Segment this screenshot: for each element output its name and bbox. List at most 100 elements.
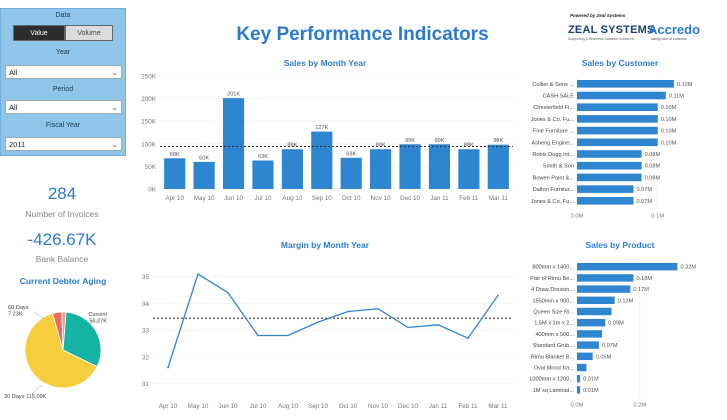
period-select[interactable]: All ⌄ bbox=[5, 100, 122, 114]
category-label: Oval Mirror fra... bbox=[534, 366, 575, 372]
bar bbox=[577, 263, 678, 271]
data-label: 69K bbox=[346, 151, 356, 157]
pie-slice bbox=[61, 311, 67, 351]
filter-panel: Data Value Volume Year All ⌄ Period All ⌄ … bbox=[0, 8, 126, 156]
data-label: 99K bbox=[405, 138, 415, 144]
data-label: 127K bbox=[315, 125, 328, 131]
data-label: 0.07M bbox=[637, 187, 653, 193]
y-tick-label: 100K bbox=[141, 141, 157, 148]
category-label: CASH SALE bbox=[543, 94, 575, 100]
x-tick-label: Jan 11 bbox=[430, 195, 449, 202]
bar bbox=[252, 160, 274, 189]
data-label: 0.12M bbox=[677, 82, 693, 88]
category-label: Fine Furniture ... bbox=[533, 129, 574, 135]
bar bbox=[193, 161, 215, 189]
data-point bbox=[467, 337, 469, 339]
data-label: 98K bbox=[493, 138, 503, 144]
data-label: 0.08M bbox=[645, 164, 661, 170]
data-label: 0.09M bbox=[608, 321, 624, 327]
margin-by-month-chart: 31 32 33 34 35 Apr 10 May 10 Jun 10 Jul 10 Aug 10… bbox=[142, 273, 513, 410]
y-tick-label: 150K bbox=[141, 119, 157, 126]
x-tick-label: Jun 10 bbox=[224, 195, 243, 202]
x-tick-label: Mar 11 bbox=[489, 195, 509, 202]
data-point bbox=[197, 273, 199, 275]
x-tick-label: Mar 11 bbox=[488, 403, 508, 410]
data-label: 0.01M bbox=[583, 388, 599, 394]
data-point bbox=[317, 321, 319, 323]
debtor-aging-title: Current Debtor Aging bbox=[19, 276, 107, 286]
data-label: 60K bbox=[199, 155, 209, 161]
period-select-value: All bbox=[9, 103, 18, 112]
data-label: 0.01M bbox=[583, 377, 599, 383]
x-tick-label: Jul 10 bbox=[250, 403, 267, 410]
period-filter-label: Period bbox=[52, 86, 74, 93]
bar bbox=[577, 197, 634, 205]
data-label: 0.10M bbox=[661, 129, 677, 135]
bar bbox=[577, 161, 642, 170]
x-tick-label: Jan 11 bbox=[429, 403, 448, 410]
bar bbox=[222, 98, 245, 189]
x-tick-label: Nov 10 bbox=[368, 403, 388, 410]
bar bbox=[577, 115, 658, 123]
data-label: 0.17M bbox=[633, 287, 649, 293]
data-label: 88K bbox=[287, 143, 297, 149]
company-name: ZEAL SYSTEMS bbox=[568, 24, 655, 36]
bar bbox=[577, 150, 642, 158]
category-label: 1000mm x 1200... bbox=[529, 377, 574, 383]
sales-product-title: Sales by Product bbox=[585, 240, 655, 250]
y-tick-label: 0K bbox=[148, 187, 157, 194]
chevron-down-icon: ⌄ bbox=[111, 103, 118, 112]
fiscal-year-filter-label: Fiscal Year bbox=[45, 122, 81, 129]
data-label: 0.07M bbox=[637, 199, 653, 205]
year-filter-label: Year bbox=[55, 49, 71, 56]
data-label: 63K bbox=[258, 154, 268, 160]
data-label: 88K bbox=[376, 143, 386, 149]
year-select[interactable]: All ⌄ bbox=[5, 65, 122, 79]
x-tick-label: Apr 10 bbox=[165, 195, 184, 202]
value-toggle-button[interactable]: Value bbox=[13, 25, 65, 41]
data-label: 201K bbox=[227, 92, 240, 98]
bar bbox=[577, 386, 581, 394]
x-tick-label: Feb 11 bbox=[458, 403, 478, 410]
x-tick-label: Aug 10 bbox=[282, 195, 302, 202]
bar bbox=[311, 131, 333, 189]
current-label-value: 56.27K bbox=[89, 319, 107, 325]
bar bbox=[577, 103, 658, 111]
pie-slice bbox=[24, 312, 98, 389]
x-tick-label: Sep 10 bbox=[308, 403, 328, 410]
y-tick-label: 200K bbox=[141, 96, 157, 103]
y-tick-label: 250K bbox=[141, 74, 157, 81]
x-tick-label: Sep 10 bbox=[312, 195, 332, 202]
data-label: 0.18M bbox=[637, 276, 653, 282]
category-label: 400mm x 500... bbox=[535, 332, 574, 338]
x-tick-label: Dec 10 bbox=[398, 403, 418, 410]
bar bbox=[458, 149, 480, 189]
volume-toggle-button[interactable]: Volume bbox=[65, 25, 113, 41]
margin-month-title: Margin by Month Year bbox=[280, 240, 370, 250]
category-label: Collier & Sons ... bbox=[532, 82, 574, 88]
bar bbox=[577, 319, 606, 327]
sales-by-month-chart: 0K 50K 100K 150K 200K 250K 68K Apr 10 60K May 10 2… bbox=[141, 74, 513, 202]
x-tick-label: Apr 10 bbox=[159, 403, 178, 410]
chevron-down-icon: ⌄ bbox=[111, 68, 118, 77]
x-tick-label: Oct 10 bbox=[339, 403, 358, 410]
category-label: Jones & Co. Fu... bbox=[531, 117, 575, 123]
bank-balance-label: Bank Balance bbox=[35, 254, 89, 264]
category-label: Standard Grub... bbox=[533, 343, 575, 349]
sixty-days-label-value: 7.23K bbox=[8, 312, 23, 318]
data-label: 0.05M bbox=[596, 354, 612, 360]
x-tick-label: Aug 10 bbox=[278, 403, 298, 410]
invoices-count: 284 bbox=[47, 184, 77, 203]
bar bbox=[577, 80, 674, 88]
sixty-days-label: 60 Days bbox=[8, 305, 29, 311]
y-tick-label: 35 bbox=[142, 274, 150, 281]
bar bbox=[577, 185, 634, 193]
x-tick-label: Jun 10 bbox=[219, 403, 238, 410]
data-point bbox=[227, 291, 229, 294]
fiscal-year-select[interactable]: 2011 ⌄ bbox=[5, 137, 122, 151]
x-tick-label: Oct 10 bbox=[342, 195, 361, 202]
category-label: Bowen Paint &... bbox=[533, 175, 575, 181]
invoices-label: Number of Invoices bbox=[25, 209, 99, 219]
x-tick-label: 0.2M bbox=[633, 402, 646, 408]
y-tick-label: 32 bbox=[142, 354, 150, 361]
